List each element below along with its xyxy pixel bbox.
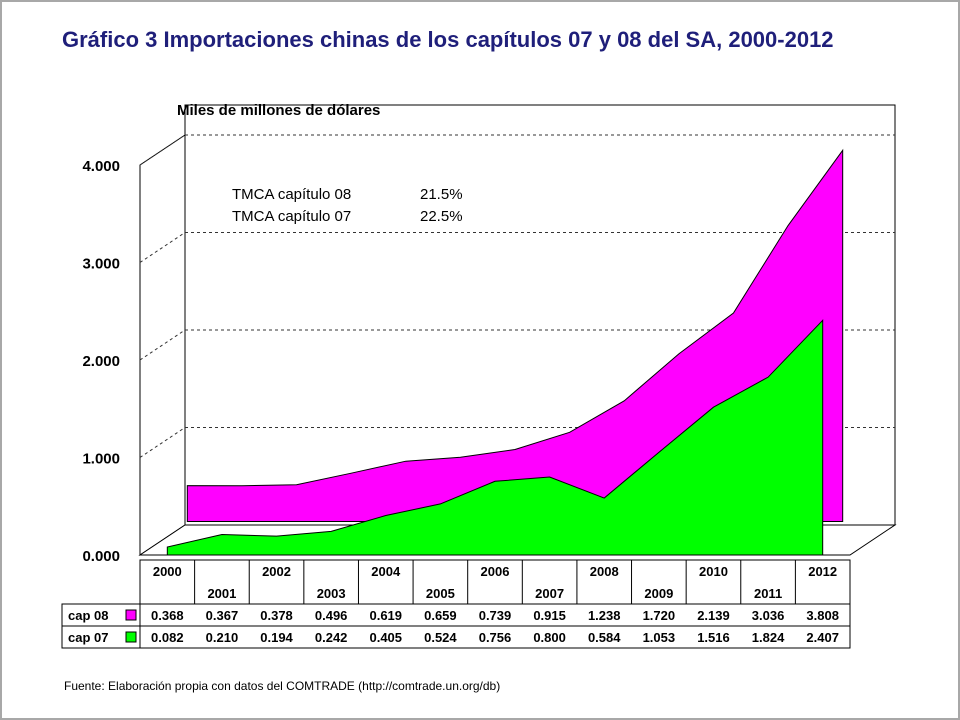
category-label: 2012 [808, 564, 837, 579]
category-label: 2003 [317, 586, 346, 601]
data-label: 0.378 [260, 608, 293, 623]
data-label: 0.584 [588, 630, 621, 645]
category-label: 2006 [481, 564, 510, 579]
data-label: 0.367 [206, 608, 239, 623]
legend-swatch [125, 631, 137, 643]
data-label: 0.619 [369, 608, 402, 623]
category-label: 2000 [153, 564, 182, 579]
annotation-label: TMCA capítulo 07 [232, 208, 351, 225]
legend-label: cap 08 [68, 608, 108, 623]
chart-title: Gráfico 3 Importaciones chinas de los ca… [62, 27, 834, 52]
data-label: 0.194 [260, 630, 293, 645]
data-label: 0.210 [206, 630, 239, 645]
data-label: 1.238 [588, 608, 621, 623]
data-label: 0.915 [533, 608, 566, 623]
data-label: 0.242 [315, 630, 348, 645]
y-axis-label: Miles de millones de dólares [177, 102, 380, 119]
data-label: 0.368 [151, 608, 184, 623]
data-label: 1.053 [643, 630, 676, 645]
y-tick-label: 3.000 [82, 256, 120, 273]
data-label: 0.800 [533, 630, 566, 645]
data-label: 2.139 [697, 608, 730, 623]
data-label: 0.524 [424, 630, 457, 645]
annotation-value: 22.5% [420, 208, 463, 225]
data-label: 0.756 [479, 630, 512, 645]
category-label: 2009 [644, 586, 673, 601]
legend-label: cap 07 [68, 630, 108, 645]
data-label: 0.659 [424, 608, 457, 623]
annotation-value: 21.5% [420, 186, 463, 203]
series-area-cap08 [186, 148, 844, 523]
data-label: 1.516 [697, 630, 730, 645]
source-note: Fuente: Elaboración propia con datos del… [64, 679, 501, 693]
category-label: 2002 [262, 564, 291, 579]
category-label: 2004 [371, 564, 401, 579]
data-label: 1.720 [643, 608, 676, 623]
category-label: 2011 [754, 586, 782, 601]
data-label: 0.496 [315, 608, 348, 623]
category-label: 2010 [699, 564, 728, 579]
side-wall [139, 134, 186, 556]
data-label: 1.824 [752, 630, 785, 645]
y-tick-label: 0.000 [82, 548, 120, 565]
data-label: 2.407 [806, 630, 839, 645]
data-label: 0.405 [369, 630, 402, 645]
category-label: 2005 [426, 586, 455, 601]
annotation-label: TMCA capítulo 08 [232, 186, 351, 203]
y-tick-label: 1.000 [82, 451, 120, 468]
category-label: 2008 [590, 564, 619, 579]
category-label: 2001 [207, 586, 236, 601]
data-label: 0.739 [479, 608, 512, 623]
data-label: 0.082 [151, 630, 184, 645]
category-label: 2007 [535, 586, 564, 601]
series-area-cap07 [166, 319, 824, 556]
data-label: 3.808 [806, 608, 839, 623]
y-tick-label: 4.000 [82, 158, 120, 175]
data-label: 3.036 [752, 608, 785, 623]
legend-swatch [125, 609, 137, 621]
y-tick-label: 2.000 [82, 353, 120, 370]
